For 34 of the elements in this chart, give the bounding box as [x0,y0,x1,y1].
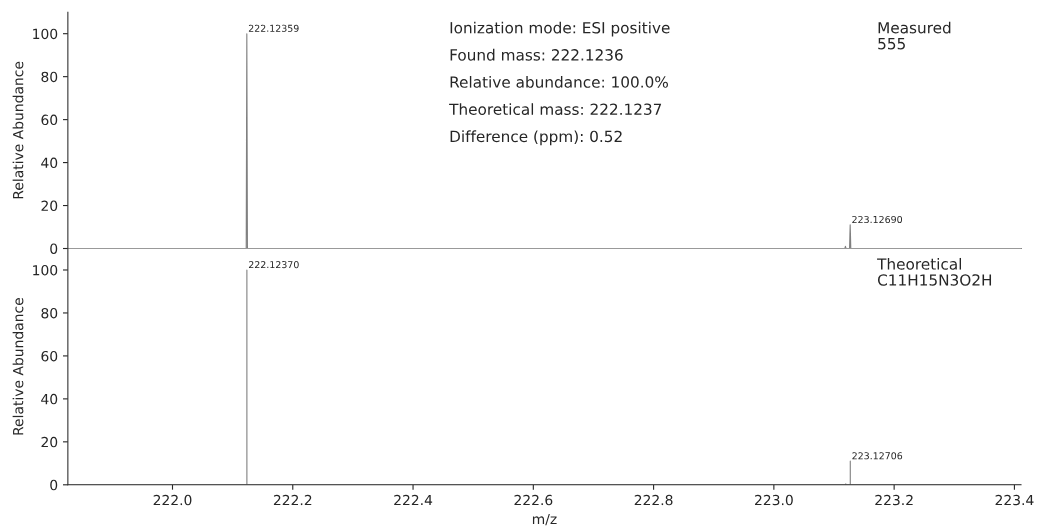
y-tick-label: 60 [41,114,58,126]
x-tick-label: 223.0 [755,494,793,506]
annotation: Found mass: 222.1236 [450,48,623,61]
annotation: 222.12359 [248,24,299,32]
x-tick-label: 222.8 [634,494,673,506]
annotation: 223.12706 [852,452,903,460]
x-tick-label: 222.6 [514,494,553,506]
annotation: Theoretical mass: 222.1237 [449,103,662,116]
y-tick-label: 80 [41,71,58,83]
y-tick-label: 80 [41,307,58,319]
y-tick-label: 0 [50,243,58,254]
annotation: Difference (ppm): 0.52 [450,130,622,146]
annotation: Measured 555 [878,21,951,50]
y-tick-label: 100 [33,264,58,276]
y-tick-label: 40 [41,393,58,405]
y-tick-label: 60 [41,350,58,362]
y-tick-label: 100 [33,28,58,40]
y-tick-label: 20 [41,436,58,448]
y-tick-label: 0 [50,479,58,491]
annotation: Relative abundance: 100.0% [450,76,668,88]
x-tick-label: 222.2 [273,494,312,506]
y-axis-title: Relative Abundance [12,61,24,199]
x-axis-title: m/z [532,513,557,526]
annotation: 223.12690 [852,215,903,224]
x-tick-label: 222.4 [394,494,433,506]
y-axis-title: Relative Abundance [12,298,24,435]
annotation: Ionization mode: ESI positive [450,21,670,37]
y-tick-label: 20 [41,200,58,212]
x-tick-label: 223.2 [875,494,913,506]
x-tick-label: 222.0 [153,494,192,506]
annotation: Theoretical C11H15N3O2H [877,257,992,286]
x-tick-label: 223.4 [995,494,1034,506]
annotation: 222.12370 [248,261,299,269]
y-tick-label: 40 [41,157,58,169]
